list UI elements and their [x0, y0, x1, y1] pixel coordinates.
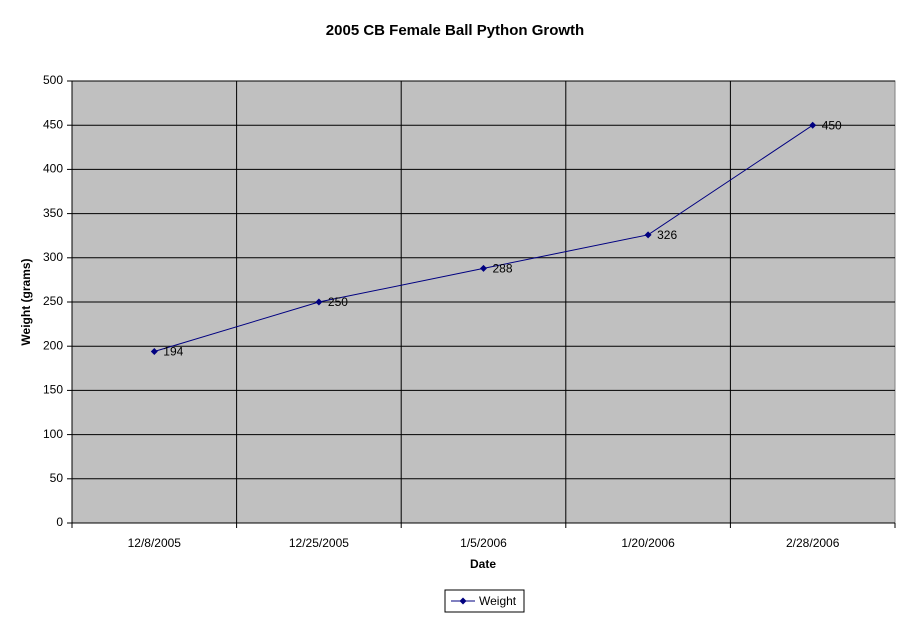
data-point	[644, 231, 652, 239]
x-tick-label: 1/20/2006	[621, 536, 675, 550]
data-label: 250	[328, 295, 348, 309]
y-tick-label: 350	[43, 206, 63, 220]
y-tick-label: 0	[56, 515, 63, 529]
data-label: 326	[657, 228, 677, 242]
data-point	[150, 348, 158, 356]
y-tick-label: 300	[43, 250, 63, 264]
chart-title: 2005 CB Female Ball Python Growth	[326, 22, 584, 39]
x-axis-title: Date	[470, 557, 496, 571]
data-label: 288	[493, 262, 513, 276]
y-tick-label: 50	[50, 471, 64, 485]
data-point	[809, 121, 817, 129]
y-tick-label: 450	[43, 117, 63, 131]
x-tick-label: 12/25/2005	[289, 536, 349, 550]
y-tick-label: 200	[43, 338, 63, 352]
legend: Weight	[444, 589, 525, 613]
y-tick-label: 400	[43, 162, 63, 176]
data-point	[480, 264, 487, 272]
x-tick-label: 12/8/2005	[128, 536, 182, 550]
legend-label: Weight	[479, 594, 517, 608]
y-axis-title: Weight (grams)	[19, 258, 33, 345]
y-tick-label: 100	[43, 427, 63, 441]
y-tick-label: 500	[43, 73, 63, 87]
legend-marker	[459, 597, 467, 605]
legend-box	[444, 589, 525, 613]
data-label: 194	[163, 345, 183, 359]
data-point	[315, 298, 323, 306]
x-tick-label: 1/5/2006	[460, 536, 507, 550]
x-tick-label: 2/28/2006	[786, 536, 840, 550]
data-label: 450	[822, 118, 842, 132]
y-tick-label: 150	[43, 383, 63, 397]
y-tick-label: 250	[43, 294, 63, 308]
